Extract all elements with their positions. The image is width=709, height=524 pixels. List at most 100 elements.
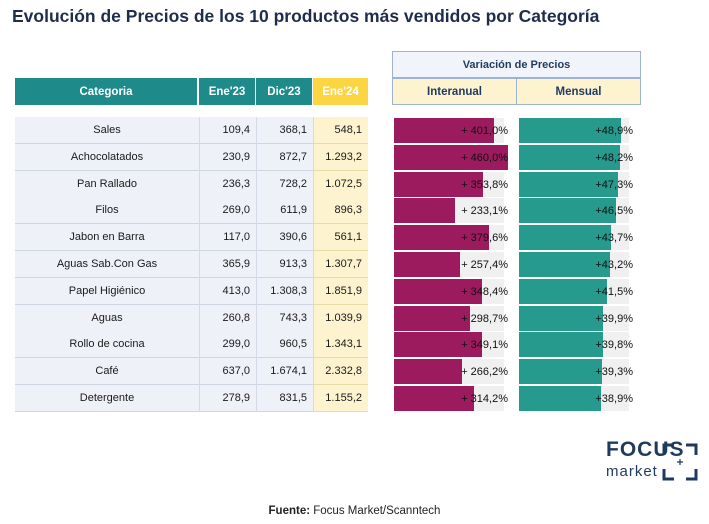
interanual-label: + 379,6%: [461, 231, 508, 244]
mensual-bar: [519, 279, 607, 304]
ene24-header: Ene'24: [313, 78, 368, 105]
logo-frame-icon: [662, 443, 698, 481]
interanual-row: + 353,8%: [394, 171, 518, 198]
ene24-cell: 1.293,2: [313, 144, 368, 171]
mensual-label: +43,7%: [595, 231, 633, 244]
interanual-row: + 348,4%: [394, 278, 518, 305]
interanual-label: + 353,8%: [461, 178, 508, 191]
categoria-header: Categoria: [15, 78, 197, 105]
mensual-bar: [519, 145, 620, 170]
ene24-cell: 1.155,2: [313, 385, 368, 412]
dic23-cell: 1.674,1: [256, 358, 313, 385]
interanual-label: + 460,0%: [461, 151, 508, 164]
ene23-cell: 109,4: [199, 117, 256, 144]
interanual-bar: [394, 332, 482, 357]
ene23-cell: 230,9: [199, 144, 256, 171]
mensual-label: +41,5%: [595, 285, 633, 298]
interanual-label: + 233,1%: [461, 204, 508, 217]
chart-title: Evolución de Precios de los 10 productos…: [12, 6, 600, 26]
categoria-cell: Rollo de cocina: [15, 331, 199, 358]
interanual-row: + 401,0%: [394, 117, 518, 144]
interanual-bar: [394, 172, 483, 197]
interanual-row: + 298,7%: [394, 305, 518, 332]
mensual-bar: [519, 359, 602, 384]
mensual-row: +41,5%: [519, 278, 643, 305]
interanual-bar: [394, 306, 470, 331]
ene23-cell: 236,3: [199, 171, 256, 198]
mensual-label: +43,2%: [595, 258, 633, 271]
ene23-cell: 365,9: [199, 251, 256, 278]
ene24-cell: 1.072,5: [313, 171, 368, 198]
interanual-label: + 401,0%: [461, 124, 508, 137]
dic23-cell: 611,9: [256, 197, 313, 224]
mensual-bar: [519, 198, 616, 223]
ene24-cell: 561,1: [313, 224, 368, 251]
mensual-label: +39,3%: [595, 365, 633, 378]
source-note: Fuente: Focus Market/Scanntech: [0, 505, 709, 517]
interanual-bar: [394, 386, 474, 411]
interanual-label: + 298,7%: [461, 312, 508, 325]
categoria-cell: Aguas: [15, 305, 199, 332]
mensual-label: +47,3%: [595, 178, 633, 191]
variacion-header: Variación de Precios: [392, 51, 641, 78]
interanual-bar: [394, 359, 462, 384]
mensual-row: +48,9%: [519, 117, 643, 144]
categoria-cell: Papel Higiénico: [15, 278, 199, 305]
interanual-bar: [394, 118, 494, 143]
interanual-header: Interanual: [392, 78, 517, 105]
mensual-bar: [519, 172, 618, 197]
ene24-cell: 896,3: [313, 197, 368, 224]
mensual-bar: [519, 252, 610, 277]
interanual-bar: [394, 252, 460, 277]
mensual-row: +39,3%: [519, 358, 643, 385]
dic23-cell: 368,1: [256, 117, 313, 144]
dic23-cell: 1.308,3: [256, 278, 313, 305]
categoria-cell: Filos: [15, 197, 199, 224]
ene24-cell: 1.343,1: [313, 331, 368, 358]
interanual-label: + 348,4%: [461, 285, 508, 298]
ene24-cell: 2.332,8: [313, 358, 368, 385]
dic23-cell: 728,2: [256, 171, 313, 198]
interanual-bar: [394, 225, 489, 250]
interanual-bar: [394, 279, 482, 304]
interanual-row: + 233,1%: [394, 197, 518, 224]
interanual-label: + 349,1%: [461, 338, 508, 351]
categoria-cell: Achocolatados: [15, 144, 199, 171]
interanual-bar: [394, 145, 508, 170]
dic23-cell: 960,5: [256, 331, 313, 358]
interanual-row: + 460,0%: [394, 144, 518, 171]
mensual-row: +48,2%: [519, 144, 643, 171]
mensual-bar: [519, 118, 621, 143]
source-text: Focus Market/Scanntech: [310, 505, 441, 517]
ene23-cell: 413,0: [199, 278, 256, 305]
dic23-header: Dic'23: [256, 78, 312, 105]
dic23-cell: 913,3: [256, 251, 313, 278]
categoria-cell: Detergente: [15, 385, 199, 412]
mensual-label: +39,8%: [595, 338, 633, 351]
mensual-row: +46,5%: [519, 197, 643, 224]
interanual-label: + 314,2%: [461, 392, 508, 405]
dic23-cell: 872,7: [256, 144, 313, 171]
dic23-cell: 743,3: [256, 305, 313, 332]
interanual-bar: [394, 198, 455, 223]
mensual-bar: [519, 225, 611, 250]
ene23-cell: 278,9: [199, 385, 256, 412]
ene24-cell: 1.039,9: [313, 305, 368, 332]
interanual-row: + 266,2%: [394, 358, 518, 385]
dic23-cell: 831,5: [256, 385, 313, 412]
mensual-label: +48,2%: [595, 151, 633, 164]
ene23-header: Ene'23: [199, 78, 255, 105]
mensual-row: +47,3%: [519, 171, 643, 198]
mensual-label: +48,9%: [595, 124, 633, 137]
ene24-cell: 1.307,7: [313, 251, 368, 278]
categoria-cell: Jabon en Barra: [15, 224, 199, 251]
mensual-row: +43,7%: [519, 224, 643, 251]
ene23-cell: 637,0: [199, 358, 256, 385]
ene23-cell: 117,0: [199, 224, 256, 251]
ene23-cell: 299,0: [199, 331, 256, 358]
logo-market-text: market: [606, 463, 658, 480]
categoria-cell: Aguas Sab.Con Gas: [15, 251, 199, 278]
dic23-cell: 390,6: [256, 224, 313, 251]
mensual-row: +43,2%: [519, 251, 643, 278]
categoria-cell: Café: [15, 358, 199, 385]
